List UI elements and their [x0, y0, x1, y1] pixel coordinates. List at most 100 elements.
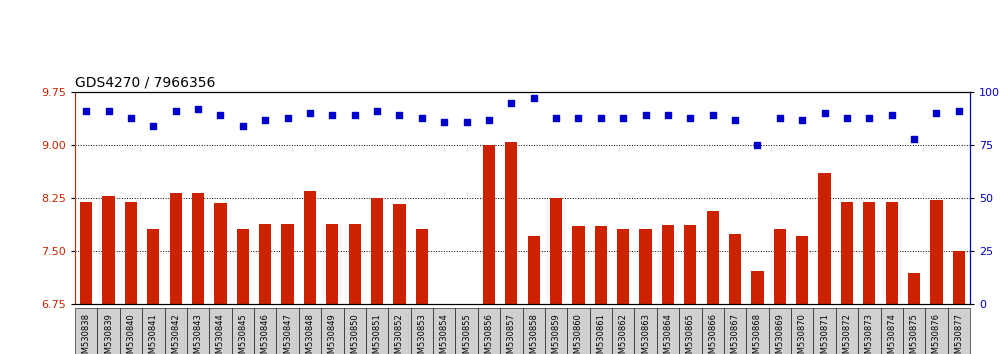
Text: GSM530848: GSM530848 — [305, 313, 314, 354]
Text: GSM530850: GSM530850 — [350, 313, 359, 354]
Bar — [416, 229, 428, 304]
Point — [369, 108, 385, 114]
Point — [459, 119, 475, 125]
Point — [615, 115, 631, 120]
Bar — [634, 308, 657, 354]
Bar — [953, 251, 965, 304]
Bar — [214, 203, 227, 304]
Point — [660, 113, 676, 118]
Point — [123, 115, 139, 120]
Point — [727, 117, 743, 122]
Bar — [746, 308, 769, 354]
Bar — [237, 229, 249, 304]
Text: GSM530838: GSM530838 — [82, 313, 91, 354]
Bar — [254, 308, 276, 354]
Point — [280, 115, 296, 120]
Text: GSM530841: GSM530841 — [149, 313, 158, 354]
Point — [235, 123, 251, 129]
Bar — [433, 308, 455, 354]
Point — [212, 113, 228, 118]
Bar — [522, 308, 545, 354]
Text: GSM530845: GSM530845 — [238, 313, 247, 354]
Bar — [349, 224, 361, 304]
Point — [749, 142, 765, 148]
Text: GSM530869: GSM530869 — [775, 313, 784, 354]
Bar — [886, 202, 898, 304]
Bar — [751, 271, 764, 304]
Text: GSM530851: GSM530851 — [373, 313, 382, 354]
Point — [548, 115, 564, 120]
Bar — [97, 308, 120, 354]
Bar — [836, 308, 858, 354]
Point — [570, 115, 586, 120]
Bar — [460, 304, 473, 308]
Bar — [393, 204, 406, 304]
Bar — [707, 211, 719, 304]
Text: GSM530875: GSM530875 — [910, 313, 919, 354]
Text: GSM530860: GSM530860 — [574, 313, 583, 354]
Text: GSM530840: GSM530840 — [126, 313, 135, 354]
Point — [78, 108, 94, 114]
Point — [772, 115, 788, 120]
Text: GSM530877: GSM530877 — [954, 313, 963, 354]
Text: GSM530873: GSM530873 — [865, 313, 874, 354]
Bar — [366, 308, 388, 354]
Point — [861, 115, 877, 120]
Bar — [259, 224, 271, 304]
Point — [638, 113, 654, 118]
Bar — [478, 308, 500, 354]
Bar — [612, 308, 634, 354]
Text: GSM530870: GSM530870 — [798, 313, 807, 354]
Bar — [321, 308, 344, 354]
Point — [817, 110, 833, 116]
Bar — [813, 308, 836, 354]
Text: GSM530863: GSM530863 — [641, 313, 650, 354]
Point — [302, 110, 318, 116]
Bar — [863, 202, 875, 304]
Bar — [679, 308, 702, 354]
Bar — [276, 308, 299, 354]
Bar — [505, 142, 517, 304]
Text: GSM530842: GSM530842 — [171, 313, 180, 354]
Bar — [500, 308, 522, 354]
Point — [324, 113, 340, 118]
Point — [526, 96, 542, 101]
Text: GSM530866: GSM530866 — [708, 313, 717, 354]
Point — [794, 117, 810, 122]
Bar — [903, 308, 925, 354]
Bar — [572, 226, 585, 304]
Point — [503, 100, 519, 105]
Bar — [595, 226, 607, 304]
Bar — [908, 273, 920, 304]
Bar — [684, 225, 696, 304]
Bar — [791, 308, 813, 354]
Point — [347, 113, 363, 118]
Bar — [388, 308, 411, 354]
Bar — [930, 200, 943, 304]
Bar — [371, 198, 383, 304]
Text: GDS4270 / 7966356: GDS4270 / 7966356 — [75, 75, 215, 90]
Point — [414, 115, 430, 120]
Bar — [858, 308, 881, 354]
Text: GSM530876: GSM530876 — [932, 313, 941, 354]
Bar — [299, 308, 321, 354]
Point — [705, 113, 721, 118]
Bar — [769, 308, 791, 354]
Text: GSM530856: GSM530856 — [484, 313, 493, 354]
Bar — [818, 173, 831, 304]
Bar — [639, 229, 652, 304]
Bar — [702, 308, 724, 354]
Text: GSM530852: GSM530852 — [395, 313, 404, 354]
Bar — [841, 202, 853, 304]
Text: GSM530857: GSM530857 — [507, 313, 516, 354]
Point — [906, 136, 922, 142]
Text: GSM530844: GSM530844 — [216, 313, 225, 354]
Text: GSM530874: GSM530874 — [887, 313, 896, 354]
Bar — [662, 225, 674, 304]
Text: GSM530859: GSM530859 — [552, 313, 561, 354]
Text: GSM530846: GSM530846 — [261, 313, 270, 354]
Point — [436, 119, 452, 125]
Text: GSM530864: GSM530864 — [663, 313, 672, 354]
Bar — [170, 193, 182, 304]
Bar — [187, 308, 209, 354]
